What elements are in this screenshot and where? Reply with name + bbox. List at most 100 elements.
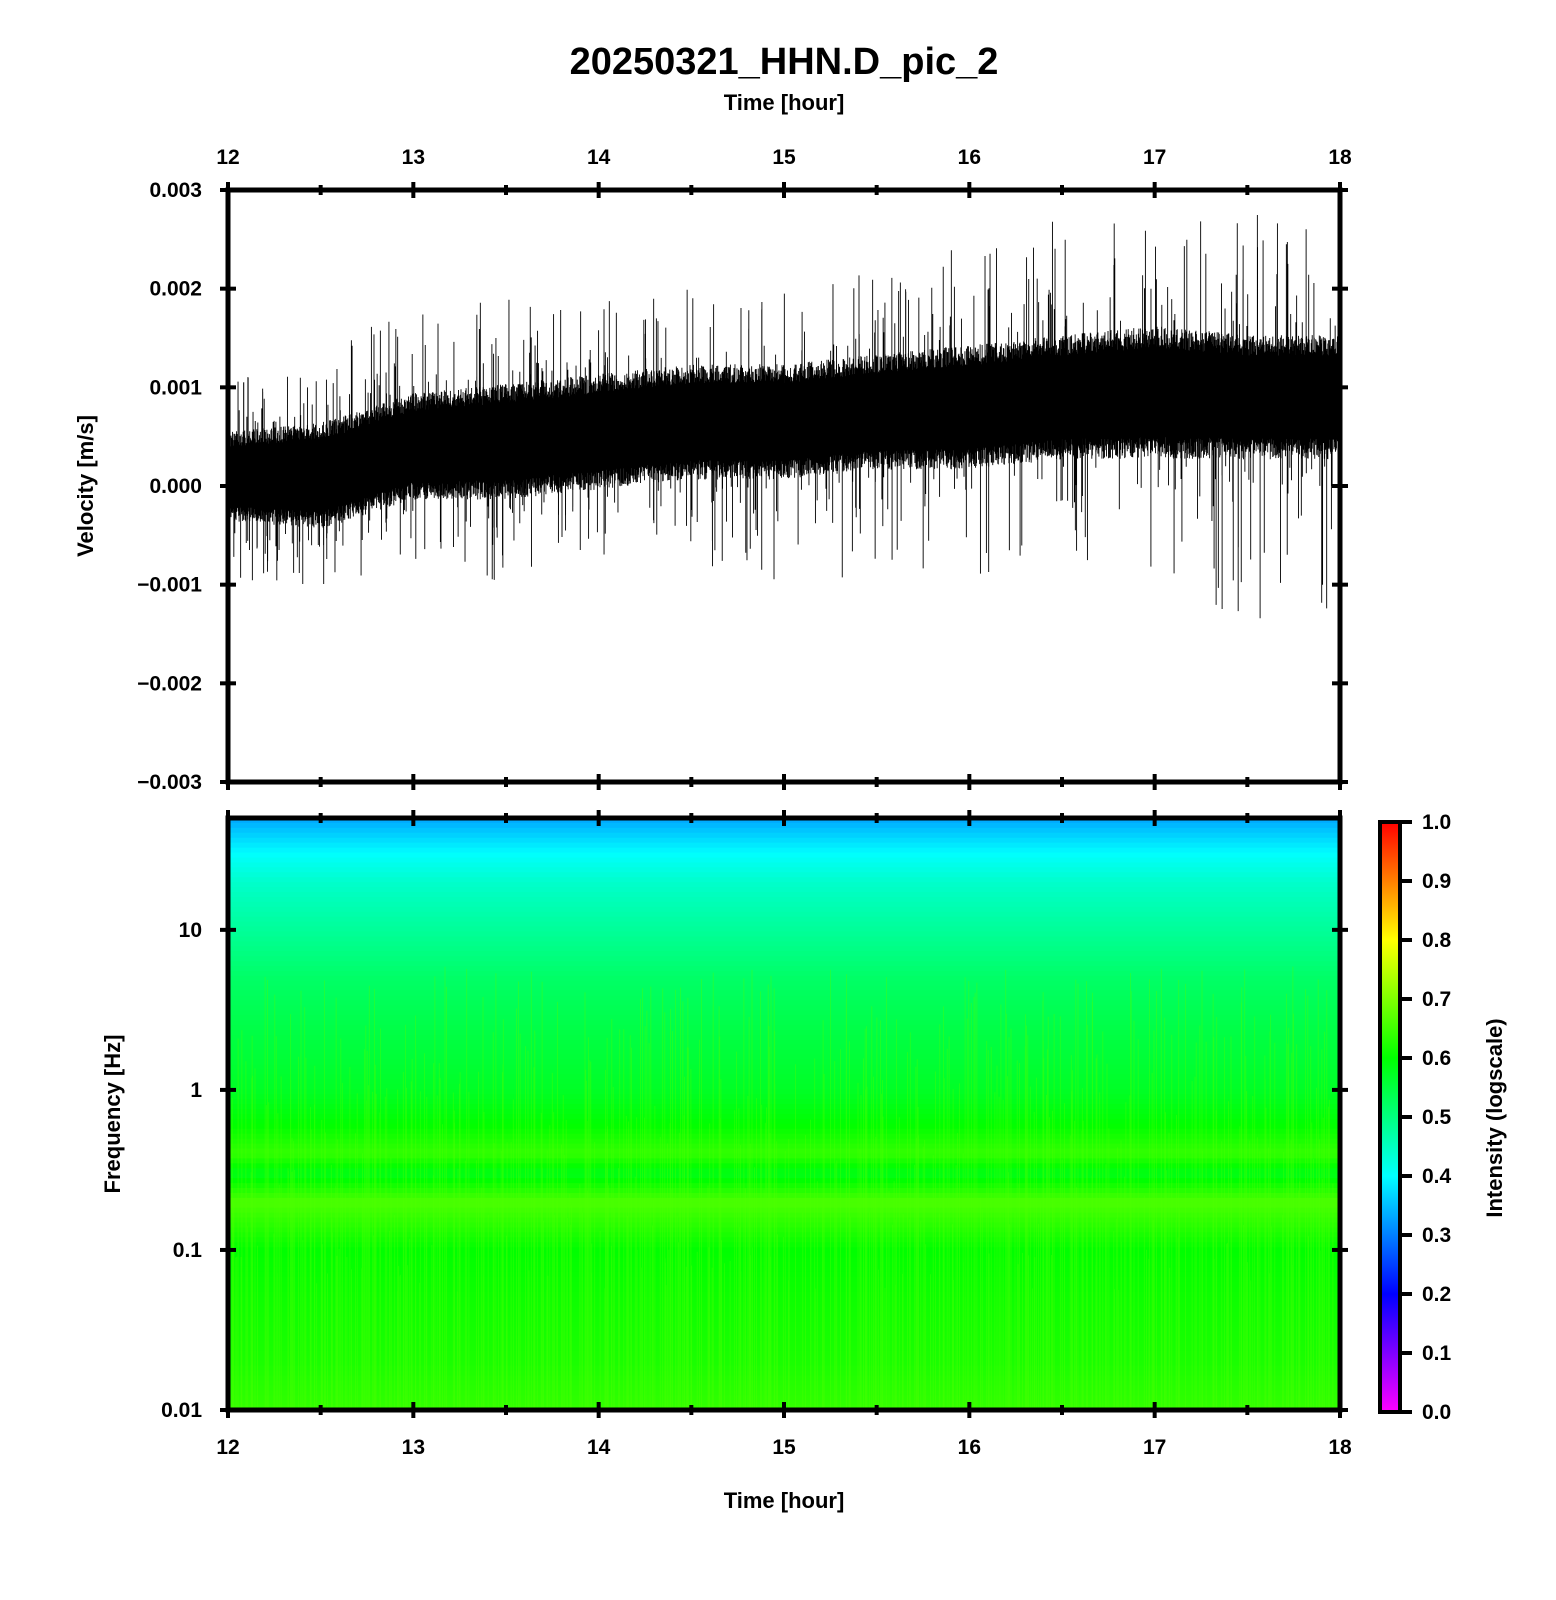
heatmap-band	[228, 911, 1340, 918]
heatmap-band	[228, 1123, 1340, 1130]
heatmap-band	[228, 1173, 1340, 1179]
heatmap-band	[228, 1217, 1340, 1224]
top-x-tick-label: 14	[587, 146, 611, 169]
colorbar-label: Intensity (logscale)	[1482, 1018, 1507, 1217]
heatmap-band	[228, 1360, 1340, 1367]
heatmap-band	[228, 857, 1340, 863]
heatmap-band	[228, 1316, 1340, 1322]
heatmap-band	[228, 1311, 1340, 1317]
top-x-tick-label: 12	[216, 146, 239, 169]
bottom-x-tick-label: 15	[772, 1436, 796, 1459]
heatmap-band	[228, 1207, 1340, 1214]
frequency-tick-label: 10	[179, 919, 202, 942]
velocity-tick-label: −0.001	[137, 574, 202, 597]
heatmap-band	[228, 887, 1340, 893]
heatmap-band	[228, 1271, 1340, 1278]
heatmap-band	[228, 956, 1340, 962]
heatmap-band	[228, 1212, 1340, 1219]
heatmap-band	[228, 1321, 1340, 1327]
bottom-x-tick-label: 18	[1328, 1436, 1352, 1459]
heatmap-band	[228, 1000, 1340, 1007]
colorbar-tick-label: 0.8	[1422, 929, 1452, 952]
top-x-tick-label: 13	[402, 146, 425, 169]
top-x-tick-label: 15	[772, 146, 796, 169]
heatmap-band	[228, 1040, 1340, 1046]
heatmap-band	[228, 1281, 1340, 1288]
heatmap-band	[228, 1089, 1340, 1095]
heatmap-band	[228, 1153, 1340, 1159]
heatmap-band	[228, 970, 1340, 977]
velocity-tick-label: 0.002	[149, 278, 202, 301]
spectrogram-heatmap	[228, 818, 1340, 1410]
velocity-tick-label: 0.000	[149, 475, 202, 498]
colorbar-tick-label: 0.0	[1422, 1401, 1451, 1424]
frequency-tick-label: 1	[190, 1079, 202, 1102]
heatmap-band	[228, 1015, 1340, 1021]
heatmap-band	[228, 1380, 1340, 1386]
heatmap-band	[228, 1138, 1340, 1145]
heatmap-band	[228, 946, 1340, 952]
heatmap-band	[228, 990, 1340, 997]
heatmap-band	[228, 1306, 1340, 1312]
heatmap-band	[228, 1094, 1340, 1100]
bottom-x-tick-label: 16	[958, 1436, 981, 1459]
heatmap-band	[228, 1168, 1340, 1174]
waveform-body	[228, 326, 1340, 528]
waveform-panel: 12 13 14 15 16 17 18 0.003 0.002 0.001 0.000 −0.001…	[73, 146, 1352, 794]
heatmap-band	[228, 1286, 1340, 1293]
heatmap-band	[228, 906, 1340, 913]
heatmap-band	[228, 1355, 1340, 1362]
heatmap-band	[228, 862, 1340, 868]
heatmap-band	[228, 1030, 1340, 1036]
heatmap-band	[228, 1237, 1340, 1243]
heatmap-band	[228, 877, 1340, 883]
heatmap-band	[228, 1035, 1340, 1041]
heatmap-band	[228, 1375, 1340, 1381]
heatmap-band	[228, 985, 1340, 992]
heatmap-band	[228, 926, 1340, 933]
heatmap-band	[228, 1133, 1340, 1140]
heatmap-band	[228, 1143, 1340, 1150]
heatmap-band	[228, 941, 1340, 947]
heatmap-band	[228, 1336, 1340, 1342]
heatmap-band	[228, 1054, 1340, 1061]
heatmap-band	[228, 1242, 1340, 1248]
colorbar-tick-label: 0.4	[1422, 1165, 1452, 1188]
heatmap-band	[228, 1079, 1340, 1085]
heatmap-texture	[228, 966, 1334, 1410]
heatmap-band	[228, 1202, 1340, 1209]
heatmap-band	[228, 916, 1340, 923]
heatmap-band	[228, 1197, 1340, 1204]
heatmap-band	[228, 882, 1340, 888]
heatmap-band	[228, 980, 1340, 987]
heatmap-band	[228, 1178, 1340, 1184]
heatmap-band	[228, 1049, 1340, 1056]
heatmap-band	[228, 1104, 1340, 1110]
top-x-axis-label: Time [hour]	[724, 90, 845, 115]
waveform-trace	[228, 215, 1340, 619]
heatmap-band	[228, 1247, 1340, 1253]
spectrogram-axis-ticks: 12 13 14 15 16 17 18 10 1 0.1 0.01	[161, 810, 1352, 1459]
heatmap-band	[228, 847, 1340, 854]
bottom-x-axis-label: Time [hour]	[724, 1488, 845, 1513]
heatmap-band	[228, 995, 1340, 1002]
heatmap-band	[228, 892, 1340, 898]
frequency-tick-label: 0.01	[161, 1399, 202, 1422]
heatmap-band	[228, 1163, 1340, 1169]
heatmap-band	[228, 872, 1340, 878]
heatmap-band	[228, 1222, 1340, 1229]
top-x-tick-label: 17	[1143, 146, 1166, 169]
heatmap-band	[228, 975, 1340, 982]
bottom-x-tick-label: 12	[216, 1436, 239, 1459]
heatmap-band	[228, 1084, 1340, 1090]
bottom-x-tick-label: 17	[1143, 1436, 1166, 1459]
chart-title: 20250321_HHN.D_pic_2	[570, 41, 999, 83]
heatmap-band	[228, 966, 1340, 972]
heatmap-band	[228, 837, 1340, 844]
heatmap-band	[228, 901, 1340, 908]
heatmap-band	[228, 1301, 1340, 1307]
colorbar-tick-label: 1.0	[1422, 811, 1451, 834]
colorbar-gradient	[1380, 822, 1400, 1412]
